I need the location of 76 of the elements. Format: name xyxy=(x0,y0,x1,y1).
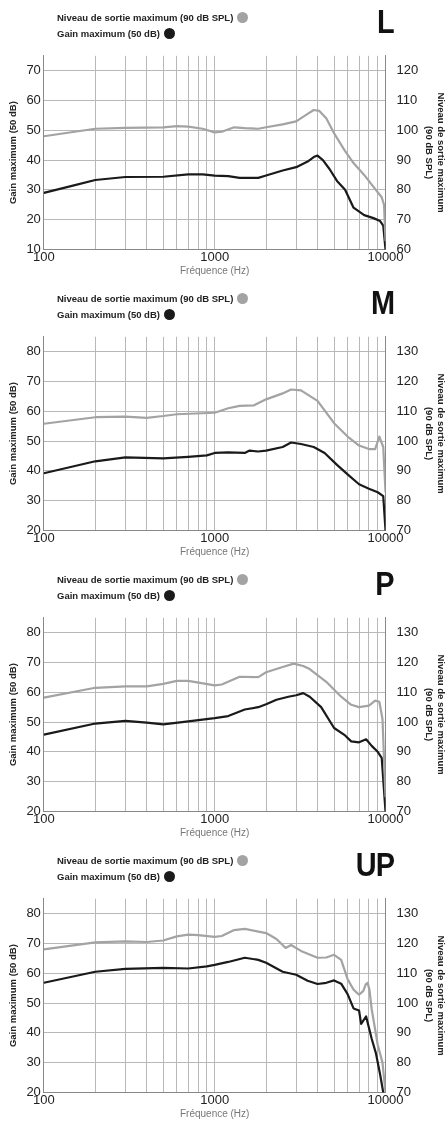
y-tick-label: 60 xyxy=(26,964,41,980)
y-axis-title: Gain maximum (50 dB) xyxy=(7,101,19,205)
y2-tick-label: 110 xyxy=(396,683,418,699)
y-tick-label: 50 xyxy=(26,121,41,137)
y-axis-title: Gain maximum (50 dB) xyxy=(7,944,19,1048)
y2-tick-label: 130 xyxy=(396,905,419,921)
y2-tick-label: 80 xyxy=(396,1054,411,1070)
y2-tick-label: 120 xyxy=(396,62,419,78)
chart-title: P xyxy=(375,564,394,603)
y2-tick-label: 130 xyxy=(396,624,419,640)
y2-tick-label: 90 xyxy=(396,1024,411,1040)
y2-tick-label: 120 xyxy=(396,935,419,951)
legend-label: Niveau de sortie maximum (90 dB SPL) xyxy=(57,12,234,23)
chart-title: UP xyxy=(355,845,394,884)
x-tick-label: 1000 xyxy=(200,248,230,264)
y-tick-label: 80 xyxy=(26,343,41,359)
y-axis-title: Gain maximum (50 dB) xyxy=(7,382,19,486)
x-tick-label: 1000 xyxy=(200,1091,230,1107)
y2-tick-label: 110 xyxy=(396,92,418,108)
y2-axis-title: Niveau de sortie maximum (90 dB SPL) xyxy=(424,92,447,213)
y-tick-label: 30 xyxy=(26,492,41,508)
x-axis-title: Fréquence (Hz) xyxy=(179,545,250,557)
legend-label: Niveau de sortie maximum (90 dB SPL) xyxy=(57,574,234,585)
y2-tick-label: 90 xyxy=(396,743,411,759)
y2-tick-label: 100 xyxy=(396,994,419,1010)
y-tick-label: 30 xyxy=(26,181,41,197)
y2-tick-label: 100 xyxy=(396,713,419,729)
y2-tick-label: 120 xyxy=(396,373,419,389)
y-tick-label: 70 xyxy=(26,935,41,951)
y2-tick-label: 80 xyxy=(396,181,411,197)
legend-label: Niveau de sortie maximum (90 dB SPL) xyxy=(57,855,234,866)
y-tick-label: 50 xyxy=(26,713,41,729)
y-tick-label: 70 xyxy=(26,62,41,78)
legend-label: Niveau de sortie maximum (90 dB SPL) xyxy=(57,293,234,304)
y-tick-label: 50 xyxy=(26,432,41,448)
y2-tick-label: 110 xyxy=(396,964,418,980)
y-axis-title: Gain maximum (50 dB) xyxy=(7,663,19,767)
legend-label: Gain maximum (50 dB) xyxy=(57,28,160,39)
y-tick-label: 20 xyxy=(26,211,41,227)
y-tick-label: 70 xyxy=(26,373,41,389)
y-tick-label: 40 xyxy=(26,1024,41,1040)
y-tick-label: 60 xyxy=(26,92,41,108)
x-tick-label: 1000 xyxy=(200,529,230,545)
y2-tick-label: 90 xyxy=(396,151,411,167)
y-tick-label: 80 xyxy=(26,624,41,640)
legend-label: Gain maximum (50 dB) xyxy=(57,309,160,320)
y-tick-label: 30 xyxy=(26,1054,41,1070)
legend-label: Gain maximum (50 dB) xyxy=(57,590,160,601)
y2-axis-title: Niveau de sortie maximum (90 dB SPL) xyxy=(424,654,447,775)
x-axis-title: Fréquence (Hz) xyxy=(179,826,250,838)
y2-axis-title: Niveau de sortie maximum (90 dB SPL) xyxy=(424,373,447,494)
x-axis-title: Fréquence (Hz) xyxy=(179,1107,250,1119)
y-tick-label: 50 xyxy=(26,994,41,1010)
x-tick-label: 1000 xyxy=(200,810,230,826)
chart-title: M xyxy=(370,283,394,322)
y2-tick-label: 70 xyxy=(396,211,411,227)
y-tick-label: 70 xyxy=(26,654,41,670)
y-tick-label: 40 xyxy=(26,151,41,167)
y2-tick-label: 90 xyxy=(396,462,411,478)
y-tick-label: 80 xyxy=(26,905,41,921)
chart-title: L xyxy=(377,2,394,41)
y-tick-label: 40 xyxy=(26,462,41,478)
y2-tick-label: 110 xyxy=(396,402,418,418)
y2-tick-label: 100 xyxy=(396,121,419,137)
legend-label: Gain maximum (50 dB) xyxy=(57,871,160,882)
y-tick-label: 60 xyxy=(26,683,41,699)
y2-tick-label: 100 xyxy=(396,432,419,448)
y2-tick-label: 120 xyxy=(396,654,419,670)
y2-tick-label: 80 xyxy=(396,492,411,508)
x-axis-title: Fréquence (Hz) xyxy=(179,264,250,276)
y-tick-label: 60 xyxy=(26,402,41,418)
y2-axis-title: Niveau de sortie maximum (90 dB SPL) xyxy=(424,935,447,1056)
y-tick-label: 40 xyxy=(26,743,41,759)
y2-tick-label: 130 xyxy=(396,343,419,359)
y2-tick-label: 80 xyxy=(396,773,411,789)
y-tick-label: 30 xyxy=(26,773,41,789)
